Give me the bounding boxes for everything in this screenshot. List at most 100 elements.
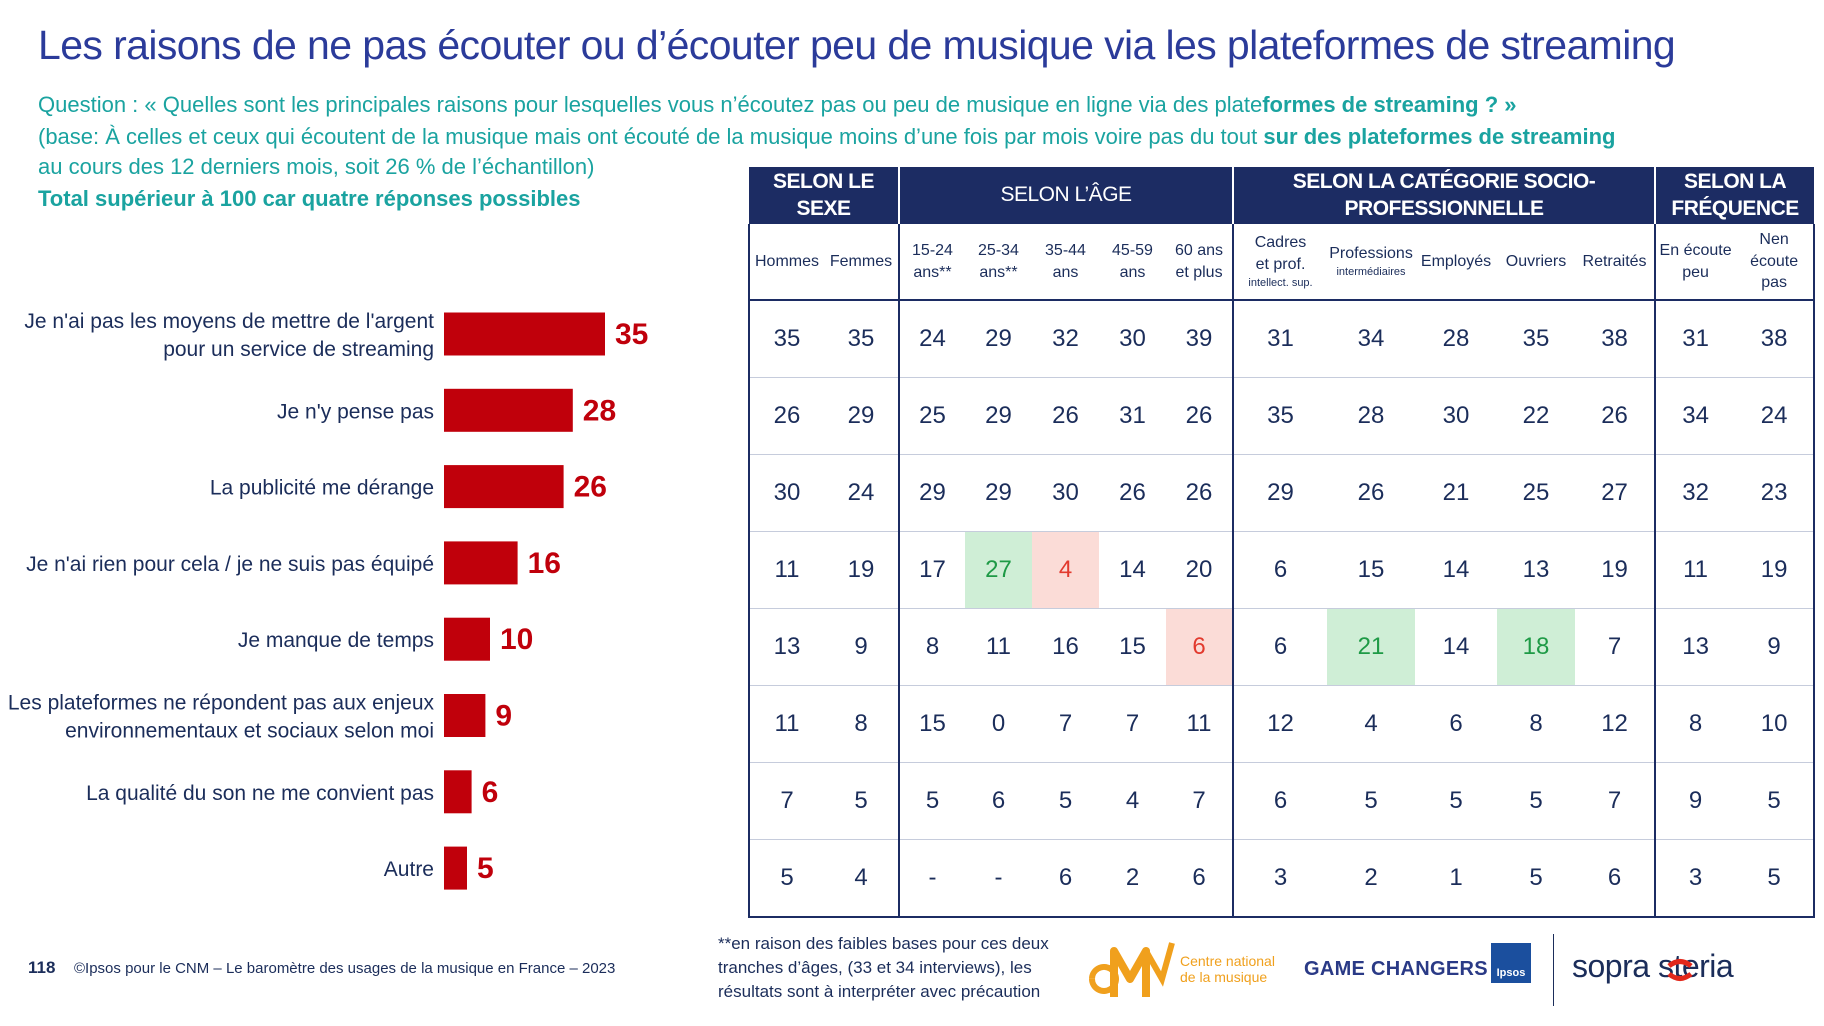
table-cell: 5	[1497, 762, 1576, 840]
column-header: 15-24 ans**	[898, 224, 965, 301]
category-label: Je manque de temps	[238, 629, 434, 652]
table-cell: 35	[824, 300, 899, 378]
table-cell: -	[965, 839, 1032, 918]
footer-divider	[1553, 934, 1554, 1006]
table-cell: 28	[1415, 300, 1498, 378]
table-cell: 20	[1166, 531, 1234, 609]
group-header: SELON LA CATÉGORIE SOCIO- PROFESSIONNELLE	[1232, 167, 1656, 224]
column-header: 25-34 ans**	[965, 224, 1032, 301]
cnm-line1: Centre national	[1180, 953, 1275, 969]
table-cell: 13	[748, 608, 824, 686]
table-cell: 11	[748, 531, 824, 609]
table-cell: 39	[1166, 300, 1234, 378]
table-cell: 29	[965, 454, 1032, 532]
table-cell: 26	[1032, 377, 1099, 455]
table-cell: 35	[1232, 377, 1328, 455]
table-cell: 26	[1166, 454, 1234, 532]
table-cell: 4	[1032, 531, 1099, 609]
table-cell: 3	[1232, 839, 1328, 918]
table-cell: 32	[1032, 300, 1099, 378]
group-header: SELON L’ÂGE	[897, 167, 1234, 224]
cnm-logo-icon	[1089, 942, 1175, 997]
column-header: Hommes	[748, 224, 824, 301]
table-cell: 27	[965, 531, 1032, 609]
table-cell: 5	[1032, 762, 1099, 840]
table-cell: 4	[1099, 762, 1166, 840]
table-cell: 5	[824, 762, 899, 840]
table-cell: 23	[1735, 454, 1816, 532]
bar-value-label: 28	[583, 394, 616, 427]
table-cell: 25	[1497, 454, 1576, 532]
bar-4	[444, 617, 490, 661]
table-cell: 38	[1575, 300, 1656, 378]
table-row: 26 29 25 29 26 31 26 35 28 30 22 26 34 24	[748, 377, 1816, 455]
table-cell: 30	[748, 454, 824, 532]
bar-value-label: 5	[477, 852, 494, 885]
table-cell: 12	[1575, 685, 1656, 763]
table-cell: 26	[1575, 377, 1656, 455]
table-cell: 8	[1654, 685, 1736, 763]
table-cell: 35	[748, 300, 824, 378]
bar-chart: 35 Je n'ai pas les moyens de mettre de l'…	[8, 310, 648, 890]
table-cell: 7	[1166, 762, 1234, 840]
table-cell: 30	[1032, 454, 1099, 532]
table-cell: 3	[1654, 839, 1736, 918]
table-cell: 19	[1735, 531, 1816, 609]
column-header: Cadres et prof. intellect. sup.	[1232, 224, 1328, 301]
bar-5	[444, 694, 486, 737]
table-row: 35 35 24 29 32 30 39 31 34 28 35 38 31 38	[748, 300, 1816, 378]
subtitle-total-note: Total supérieur à 100 car quatre réponse…	[38, 186, 581, 211]
column-header: Ouvriers	[1497, 224, 1576, 301]
table-cell: 8	[898, 608, 965, 686]
table-cell: 5	[1497, 839, 1576, 918]
column-header: 35-44 ans	[1032, 224, 1099, 301]
bar-0	[444, 312, 605, 356]
table-cell: 6	[1166, 839, 1234, 918]
breakdown-table: SELON LE SEXE SELON L’ÂGE SELON LA CATÉGOR…	[748, 167, 1816, 918]
group-header-row: SELON LE SEXE SELON L’ÂGE SELON LA CATÉGOR…	[749, 167, 1815, 224]
table-cell: -	[898, 839, 965, 918]
table-cell: 31	[1232, 300, 1328, 378]
table-cell: 28	[1327, 377, 1416, 455]
table-cell: 24	[898, 300, 965, 378]
table-cell: 30	[1415, 377, 1498, 455]
table-cell: 34	[1654, 377, 1736, 455]
bar-value-label: 9	[495, 700, 512, 733]
footnote: **en raison des faibles bases pour ces d…	[718, 934, 1049, 1002]
table-cell: 35	[1497, 300, 1576, 378]
column-header: Professions intermédiaires	[1327, 224, 1416, 301]
bar-value-label: 35	[615, 318, 648, 351]
table-cell: 9	[824, 608, 899, 686]
table-cell: 25	[898, 377, 965, 455]
table-cell: 31	[1099, 377, 1166, 455]
table-cell: 29	[965, 300, 1032, 378]
category-label: La qualité du son ne me convient pas	[86, 782, 434, 805]
table-cell: 38	[1735, 300, 1816, 378]
table-cell: 26	[1099, 454, 1166, 532]
table-cell: 29	[898, 454, 965, 532]
table-cell: 7	[748, 762, 824, 840]
table-cell: 6	[1232, 531, 1328, 609]
table-cell: 29	[965, 377, 1032, 455]
table-cell: 6	[1032, 839, 1099, 918]
group-header: SELON LE SEXE	[749, 167, 899, 224]
subtitle-base-bold: sur des plateformes de streaming	[1263, 124, 1616, 149]
table-cell: 7	[1575, 762, 1656, 840]
column-header: 60 ans et plus	[1166, 224, 1234, 301]
table-cell: 16	[1032, 608, 1099, 686]
category-label: pour un service de streaming	[163, 338, 434, 361]
subtitle-question: Question : « Quelles sont les principale…	[38, 92, 1517, 118]
group-header: SELON LA FRÉQUENCE	[1654, 167, 1815, 224]
table-cell: 10	[1735, 685, 1816, 763]
category-label: Les plateformes ne répondent pas aux enj…	[8, 692, 435, 715]
page-number: 118	[28, 958, 56, 977]
table-cell: 6	[1415, 685, 1498, 763]
bar-value-label: 10	[500, 623, 533, 656]
bar-6	[444, 770, 472, 814]
subtitle-base: (base: À celles et ceux qui écoutent de …	[38, 124, 1615, 150]
table-cell: 7	[1099, 685, 1166, 763]
column-header: 45-59 ans	[1099, 224, 1166, 301]
table-cell: 6	[1232, 762, 1328, 840]
table-cell: 21	[1327, 608, 1416, 686]
